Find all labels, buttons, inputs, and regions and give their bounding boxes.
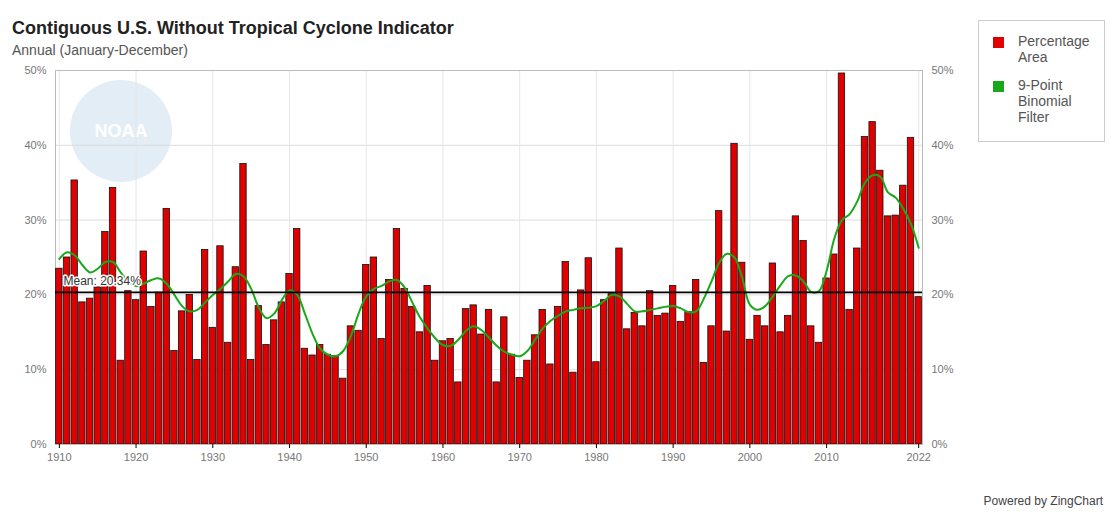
svg-text:20%: 20%	[932, 288, 954, 300]
svg-text:2010: 2010	[814, 451, 838, 463]
svg-text:2000: 2000	[738, 451, 762, 463]
svg-text:1980: 1980	[584, 451, 608, 463]
svg-text:1990: 1990	[661, 451, 685, 463]
svg-text:40%: 40%	[24, 139, 46, 151]
svg-text:50%: 50%	[24, 64, 46, 76]
html-text:9-Point Binomial Filter: 9-Point Binomial Filter	[1018, 77, 1072, 125]
html-text:NOAA: NOAA	[94, 120, 148, 141]
svg-text:1960: 1960	[431, 451, 455, 463]
svg-text:10%: 10%	[932, 363, 954, 375]
html-text:Percentage Area: Percentage Area	[1018, 33, 1090, 65]
html-text:Annual (January-December): Annual (January-December)	[12, 42, 188, 58]
svg-text:50%: 50%	[932, 64, 954, 76]
svg-text:1910: 1910	[47, 451, 71, 463]
svg-text:30%: 30%	[24, 214, 46, 226]
html-text:Powered by ZingChart: Powered by ZingChart	[983, 494, 1103, 508]
html-text:Contiguous U.S. Without Tropic: Contiguous U.S. Without Tropical Cyclone…	[12, 18, 454, 38]
svg-text:Mean: 20.34%: Mean: 20.34%	[64, 274, 142, 288]
svg-text:20%: 20%	[24, 288, 46, 300]
svg-text:0%: 0%	[932, 438, 948, 450]
svg-text:1940: 1940	[277, 451, 301, 463]
svg-text:0%: 0%	[31, 438, 47, 450]
svg-text:10%: 10%	[24, 363, 46, 375]
svg-text:1930: 1930	[201, 451, 225, 463]
svg-text:1970: 1970	[507, 451, 531, 463]
svg-text:2022: 2022	[906, 451, 930, 463]
svg-text:1920: 1920	[124, 451, 148, 463]
svg-text:40%: 40%	[932, 139, 954, 151]
svg-text:30%: 30%	[932, 214, 954, 226]
svg-text:1950: 1950	[354, 451, 378, 463]
